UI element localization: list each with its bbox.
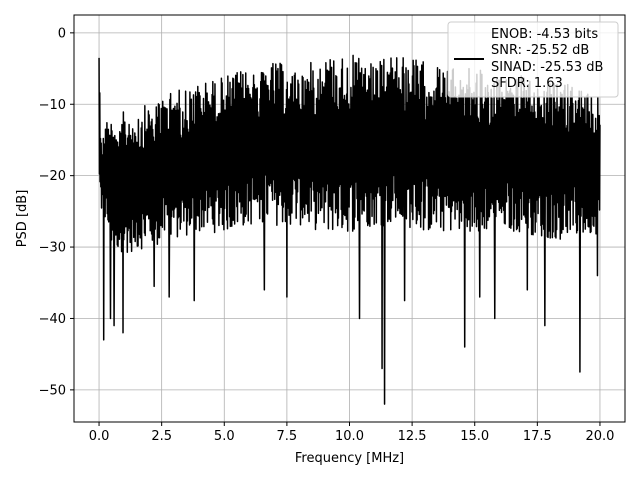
x-tick-label: 0.0: [89, 429, 110, 444]
x-tick-label: 17.5: [523, 429, 552, 444]
psd-trace: [98, 54, 601, 405]
x-tick-label: 7.5: [277, 429, 298, 444]
series-psd: [98, 54, 601, 405]
x-tick-label: 2.5: [151, 429, 172, 444]
x-axis-label: Frequency [MHz]: [295, 451, 404, 466]
x-tick-label: 15.0: [460, 429, 489, 444]
x-tick-label: 5.0: [214, 429, 235, 444]
legend-enob: ENOB: -4.53 bits: [491, 27, 598, 42]
x-axis: 0.0 2.5 5.0 7.5 10.0 12.5 15.0 17.5 20.0: [89, 422, 614, 444]
legend-sfdr: SFDR: 1.63: [491, 76, 563, 91]
x-tick-label: 12.5: [398, 429, 427, 444]
y-tick-label: −40: [39, 312, 66, 327]
y-tick-label: −10: [39, 98, 66, 113]
x-tick-label: 20.0: [585, 429, 614, 444]
legend-snr: SNR: -25.52 dB: [491, 43, 589, 58]
legend-sinad: SINAD: -25.53 dB: [491, 60, 603, 75]
y-tick-label: −50: [39, 383, 66, 398]
y-axis: 0 −10 −20 −30 −40 −50: [39, 26, 74, 398]
legend-box: [447, 21, 619, 98]
x-tick-label: 10.0: [335, 429, 364, 444]
y-tick-label: 0: [58, 26, 66, 41]
y-tick-label: −30: [39, 241, 66, 256]
legend: ENOB: -4.53 bits SNR: -25.52 dB SINAD: -…: [447, 21, 619, 98]
y-tick-label: −20: [39, 169, 66, 184]
y-axis-label: PSD [dB]: [15, 190, 30, 248]
